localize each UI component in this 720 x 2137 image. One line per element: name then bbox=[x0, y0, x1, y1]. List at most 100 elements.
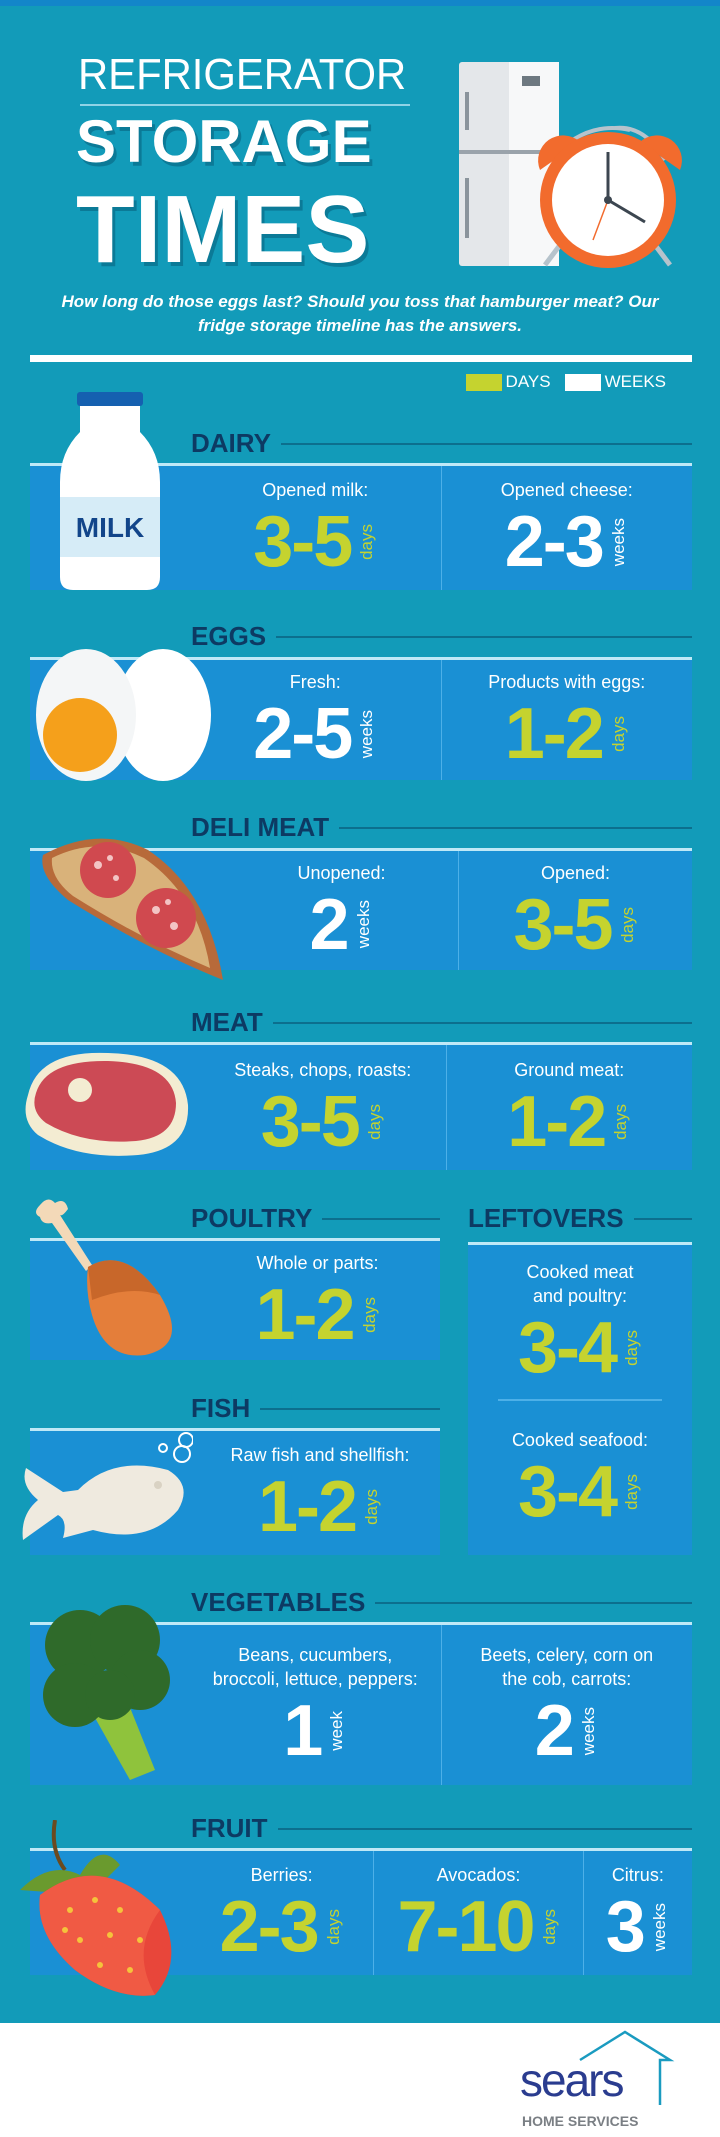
section-top-line bbox=[30, 1238, 440, 1241]
section-title: DAIRY bbox=[191, 428, 271, 458]
item-value: 3-5 bbox=[260, 1081, 361, 1162]
item-label: Beets, celery, corn on the cob, carrots: bbox=[480, 1645, 654, 1689]
item-duration: 2 weeks bbox=[309, 889, 373, 961]
item-duration: 2 weeks bbox=[535, 1695, 599, 1767]
item-duration: 3-5 days bbox=[513, 889, 637, 961]
item-duration: 1 week bbox=[283, 1695, 347, 1767]
item-unit: days bbox=[608, 716, 628, 752]
item-label: Beans, cucumbers, broccoli, lettuce, pep… bbox=[212, 1645, 418, 1689]
item-label: Avocados: bbox=[436, 1865, 521, 1885]
heading-rule bbox=[633, 1217, 692, 1220]
milk-bottle-icon: MILK bbox=[60, 392, 160, 590]
item-duration: 3-5 days bbox=[253, 506, 377, 578]
sears-logo: sears HOME SERVICES bbox=[520, 2030, 675, 2129]
item-value: 3-5 bbox=[253, 502, 353, 582]
section-heading: EGGS bbox=[191, 621, 692, 652]
steak-icon bbox=[25, 1052, 189, 1156]
item-value: 2-3 bbox=[504, 502, 605, 582]
item-label: Whole or parts: bbox=[256, 1252, 379, 1273]
section-top-line bbox=[30, 657, 692, 660]
section-heading: FISH bbox=[191, 1393, 440, 1424]
title-line-1: REFRIGERATOR bbox=[78, 50, 407, 99]
salami-bread-icon bbox=[42, 838, 224, 980]
title-line-2: STORAGE bbox=[76, 108, 372, 175]
legend: DAYS WEEKS bbox=[465, 372, 666, 392]
sears-wordmark: sears bbox=[520, 2054, 623, 2106]
item-label: Fresh: bbox=[289, 672, 341, 692]
item-duration: 1-2 days bbox=[258, 1471, 382, 1543]
section-title: VEGETABLES bbox=[191, 1587, 366, 1617]
item-value: 3-4 bbox=[517, 1452, 618, 1532]
section-top-line bbox=[30, 1428, 440, 1431]
item-value: 2-3 bbox=[219, 1887, 320, 1967]
title-line-3: TIMES bbox=[76, 176, 370, 283]
section-title: FRUIT bbox=[191, 1813, 268, 1843]
heading-rule bbox=[322, 1217, 440, 1220]
item-label: Opened milk: bbox=[262, 480, 369, 500]
fish-icon bbox=[22, 1432, 193, 1540]
legend-days-label: DAYS bbox=[505, 372, 551, 391]
item-unit: days bbox=[364, 1103, 384, 1140]
storage-item: Opened: 3-5 days bbox=[458, 851, 692, 970]
storage-item: Beans, cucumbers, broccoli, lettuce, pep… bbox=[190, 1625, 441, 1785]
item-duration: 2-5 weeks bbox=[253, 698, 377, 770]
item-unit: days bbox=[323, 1909, 343, 1945]
title-divider bbox=[80, 104, 410, 106]
section-top-line bbox=[30, 463, 692, 466]
item-value: 1-2 bbox=[255, 1274, 355, 1355]
item-value: 1-2 bbox=[257, 1467, 358, 1547]
broccoli-icon bbox=[43, 1605, 170, 1780]
item-unit: days bbox=[622, 1474, 642, 1510]
storage-item: Opened cheese: 2-3 weeks bbox=[440, 466, 693, 590]
item-value: 3-4 bbox=[517, 1308, 618, 1388]
legend-days-swatch bbox=[465, 374, 502, 392]
legend-weeks-swatch bbox=[564, 374, 601, 392]
section-heading: MEAT bbox=[191, 1007, 692, 1038]
alarm-clock-icon bbox=[538, 125, 682, 268]
item-unit: weeks bbox=[649, 1902, 669, 1952]
item-label: Products with eggs: bbox=[488, 672, 646, 692]
item-duration: 3-4 days bbox=[518, 1312, 642, 1384]
item-unit: weeks bbox=[353, 900, 373, 949]
storage-item: Opened milk: 3-5 days bbox=[190, 466, 441, 590]
item-value: 3 bbox=[605, 1887, 646, 1967]
section-heading: VEGETABLES bbox=[191, 1587, 692, 1618]
item-unit: weeks bbox=[357, 709, 377, 759]
storage-item: Avocados: 7-10 days bbox=[373, 1851, 582, 1975]
item-unit: week bbox=[327, 1711, 347, 1751]
storage-item: Unopened: 2 weeks bbox=[225, 851, 458, 970]
item-label: Berries: bbox=[250, 1865, 313, 1885]
storage-item: Citrus: 3 weeks bbox=[582, 1851, 692, 1975]
section-panel: Raw fish and shellfish: 1-2 days bbox=[30, 1431, 440, 1555]
item-value: 1 bbox=[283, 1691, 323, 1771]
item-duration: 3-5 days bbox=[261, 1086, 385, 1158]
heading-rule bbox=[339, 826, 692, 829]
section-heading: DELI MEAT bbox=[191, 812, 692, 843]
eggs-icon bbox=[36, 649, 211, 781]
storage-item: Products with eggs: 1-2 days bbox=[440, 660, 693, 780]
section-heading: LEFTOVERS bbox=[468, 1203, 692, 1234]
drumstick-icon bbox=[36, 1199, 172, 1356]
item-label: Ground meat: bbox=[514, 1059, 625, 1080]
section-panel: Cooked meat and poultry: 3-4 days Cooked se… bbox=[468, 1245, 692, 1555]
item-duration: 3 weeks bbox=[606, 1891, 670, 1963]
item-label: Opened: bbox=[540, 862, 611, 883]
item-unit: weeks bbox=[608, 517, 628, 567]
heading-rule bbox=[280, 442, 692, 445]
section-heading: POULTRY bbox=[191, 1203, 440, 1234]
item-duration: 2-3 weeks bbox=[505, 506, 629, 578]
storage-item: Berries: 2-3 days bbox=[190, 1851, 373, 1975]
storage-item: Beets, celery, corn on the cob, carrots:… bbox=[440, 1625, 693, 1785]
header-rule bbox=[30, 355, 692, 362]
top-strip bbox=[0, 0, 720, 6]
section-top-line bbox=[30, 1042, 692, 1045]
item-unit: days bbox=[539, 1909, 559, 1945]
legend-weeks: WEEKS bbox=[564, 372, 666, 392]
item-value: 1-2 bbox=[507, 1081, 607, 1162]
heading-rule bbox=[375, 1601, 692, 1604]
storage-item: Cooked seafood: 3-4 days bbox=[498, 1399, 662, 1555]
item-unit: days bbox=[611, 1103, 631, 1140]
storage-item: Steaks, chops, roasts: 3-5 days bbox=[200, 1045, 446, 1170]
section-heading: FRUIT bbox=[191, 1813, 692, 1844]
item-label: Raw fish and shellfish: bbox=[230, 1445, 410, 1465]
